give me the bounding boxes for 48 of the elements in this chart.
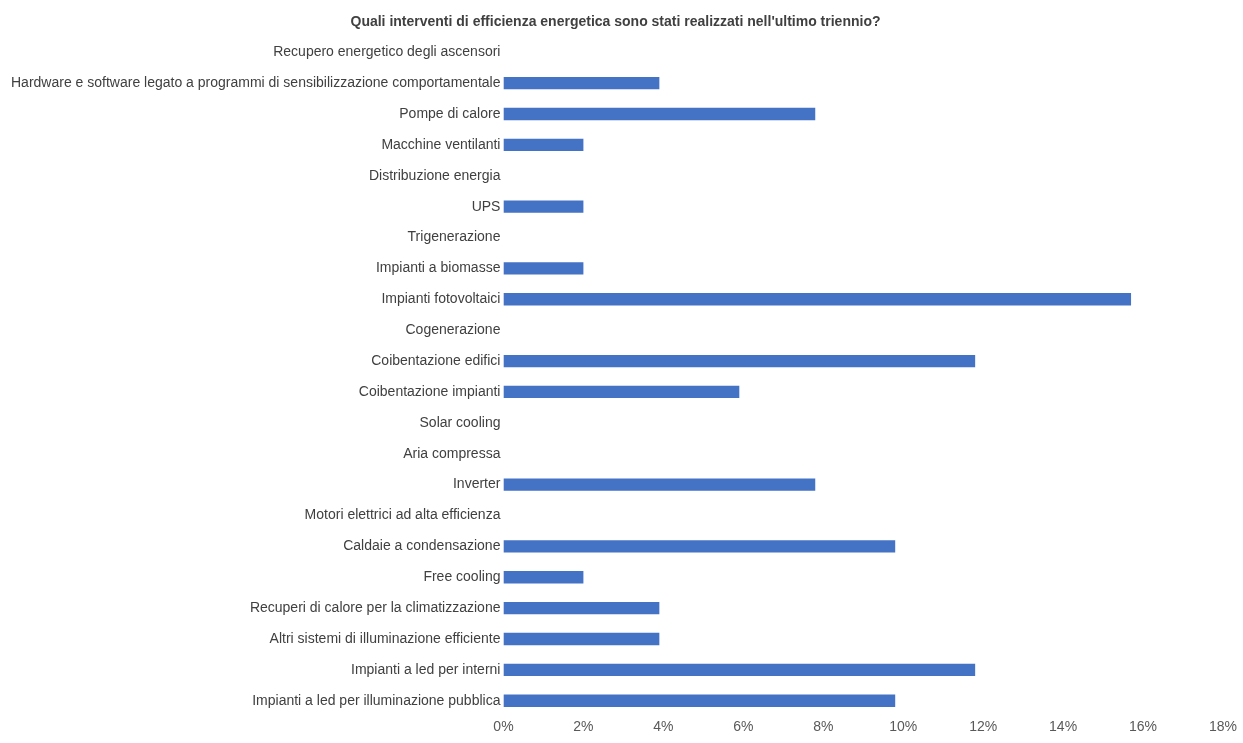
bar [503,478,816,491]
y-tick-label: Caldaie a condensazione [343,537,501,554]
bar [503,540,896,553]
y-tick-label: Inverter [452,475,501,492]
y-tick-label: Coibentazione impianti [358,382,501,399]
x-tick-label: 10% [889,718,918,735]
x-tick-label: 18% [1208,718,1238,735]
y-tick-label: Recupero energetico degli ascensori [273,43,501,60]
bar [503,663,976,677]
x-tick-label: 16% [1129,718,1158,735]
y-tick-label: Distribuzione energia [368,166,501,183]
y-tick-label: Hardware e software legato a programmi di sensibilizzazione comportamentale [11,73,501,90]
bar [503,694,896,707]
x-tick-label: 4% [653,718,674,735]
x-tick-label: 6% [733,718,754,735]
y-tick-label: Impianti fotovoltaici [381,290,501,307]
y-tick-label: Impianti a biomasse [375,259,501,276]
y-tick-label: Pompe di calore [399,104,501,121]
y-tick-label: Impianti a led per illuminazione pubblica [252,691,501,708]
y-tick-label: Impianti a led per interni [351,660,501,677]
chart-title: Quali interventi di efficienza energetica sono stati realizzati nell'ultimo triennio? [350,13,881,30]
y-tick-label: Coibentazione edifici [371,351,501,368]
y-tick-label: Solar cooling [419,413,501,430]
bar [503,385,740,399]
bar [503,262,584,275]
bar [503,293,1132,306]
bar [503,107,816,121]
bar [503,632,660,646]
y-tick-label: Cogenerazione [405,321,501,338]
x-tick-label: 2% [573,718,594,735]
y-tick-label: Motori elettrici ad alta efficienza [304,506,501,523]
bar [503,354,976,368]
y-tick-label: Macchine ventilanti [381,135,501,152]
y-tick-label: Altri sistemi di illuminazione efficiente [269,629,501,646]
bar [503,76,660,90]
x-tick-label: 12% [969,718,998,735]
y-tick-label: Aria compressa [403,444,501,461]
y-tick-label: UPS [471,197,501,214]
y-tick-label: Free cooling [423,568,501,585]
x-tick-label: 14% [1049,718,1078,735]
bar [503,200,584,213]
bar [503,571,584,584]
bar [503,138,584,152]
x-tick-label: 0% [493,718,514,735]
y-tick-label: Trigenerazione [407,228,501,245]
x-tick-label: 8% [813,718,834,735]
y-tick-label: Recuperi di calore per la climatizzazione [249,598,501,615]
bar [503,601,660,615]
